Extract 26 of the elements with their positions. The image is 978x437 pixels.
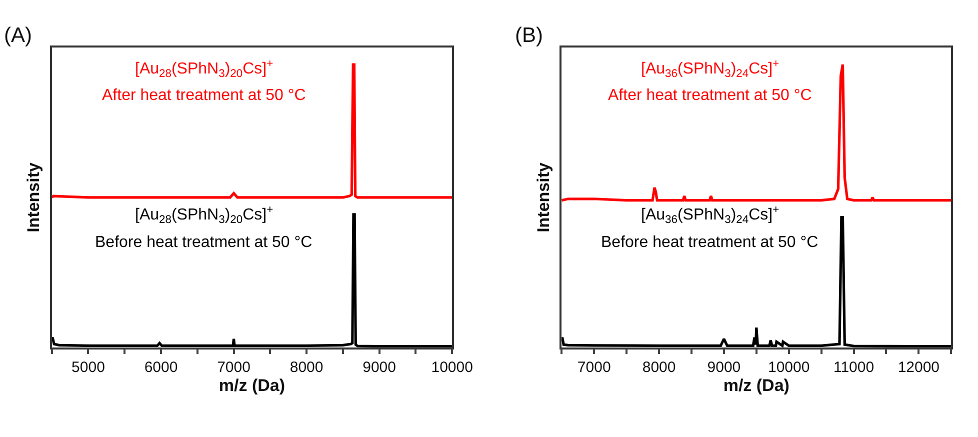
annotation: After heat treatment at 50 °C: [102, 87, 306, 104]
annotation: [Au$_{36}$(SPhN$_{3}$)$_{24}$Cs]$^{+}$: [641, 204, 780, 226]
x-tick-label: 10000: [768, 359, 810, 376]
x-tick-label: 9000: [707, 359, 741, 376]
x-tick-label: 6000: [144, 359, 178, 376]
x-tick-label: 8000: [642, 359, 676, 376]
x-tick-label: 12000: [898, 359, 940, 376]
x-tick-label: 7000: [577, 359, 611, 376]
x-tick-label: 9000: [362, 359, 396, 376]
annotation: [Au$_{28}$(SPhN$_{3}$)$_{20}$Cs]$^{+}$: [135, 204, 274, 226]
x-axis-title: m/z (Da): [723, 376, 790, 396]
x-tick-label: 5000: [72, 359, 105, 376]
chart-title: (A): [4, 24, 32, 47]
chart-title: (B): [515, 24, 543, 47]
x-axis-title: m/z (Da): [218, 376, 286, 396]
annotation: Before heat treatment at 50 °C: [95, 234, 312, 251]
annotation: Before heat treatment at 50 °C: [601, 234, 818, 251]
x-tick-label: 8000: [290, 359, 324, 376]
y-axis-title: Intensity: [24, 162, 44, 232]
annotation: [Au$_{36}$(SPhN$_{3}$)$_{24}$Cs]$^{+}$: [641, 58, 780, 80]
annotation: After heat treatment at 50 °C: [608, 87, 812, 104]
annotation: [Au$_{28}$(SPhN$_{3}$)$_{20}$Cs]$^{+}$: [135, 58, 274, 80]
y-axis-title: Intensity: [534, 162, 553, 232]
x-tick-label: 10000: [431, 359, 473, 376]
x-tick-label: 7000: [217, 359, 250, 376]
x-tick-label: 11000: [833, 359, 874, 376]
